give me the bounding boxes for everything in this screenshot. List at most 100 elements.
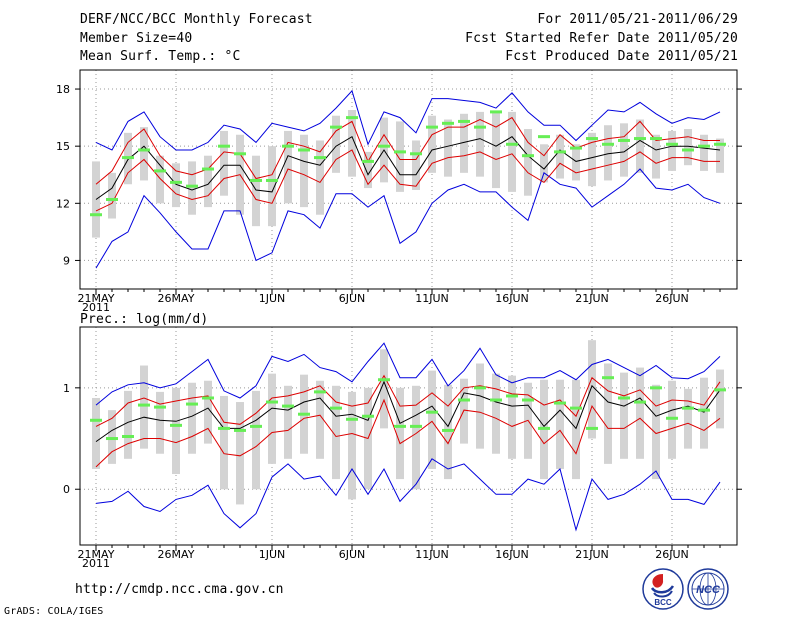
median-mark	[106, 197, 118, 201]
ensemble-box	[572, 379, 580, 480]
median-mark	[314, 156, 326, 160]
ensemble-box	[684, 388, 692, 449]
median-mark	[682, 406, 694, 410]
x-tick-label: 2011	[82, 557, 110, 570]
median-mark	[90, 418, 102, 422]
ensemble-box	[412, 385, 420, 490]
ensemble-box	[268, 146, 276, 227]
ensemble-box	[140, 365, 148, 449]
median-mark	[634, 137, 646, 141]
grads-credit: GrADS: COLA/IGES	[4, 606, 104, 617]
median-mark	[554, 401, 566, 405]
median-mark	[522, 154, 534, 158]
median-mark	[234, 428, 246, 432]
median-mark	[330, 125, 342, 129]
chart-title-line3: Mean Surf. Temp.: °C	[80, 49, 241, 64]
median-mark	[570, 146, 582, 150]
median-mark	[298, 412, 310, 416]
ensemble-box	[572, 144, 580, 181]
ensemble-box	[156, 155, 164, 204]
ensemble-box	[108, 172, 116, 219]
x-tick-label: 11JUN	[415, 292, 449, 305]
median-mark	[650, 137, 662, 141]
median-mark	[170, 180, 182, 184]
median-mark	[346, 417, 358, 421]
ncc-logo: NCC	[687, 568, 729, 610]
median-mark	[282, 404, 294, 408]
ensemble-box	[220, 130, 228, 196]
median-mark	[186, 402, 198, 406]
ensemble-box	[716, 369, 724, 429]
median-mark	[426, 410, 438, 414]
ensemble-box	[332, 115, 340, 173]
ensemble-box	[220, 395, 228, 490]
median-mark	[554, 150, 566, 154]
median-mark	[458, 398, 470, 402]
median-mark	[394, 424, 406, 428]
series-mean-minus-std-line	[95, 149, 720, 212]
ensemble-box	[204, 380, 212, 444]
ensemble-box	[108, 410, 116, 464]
ensemble-box	[316, 140, 324, 215]
y-tick-label: 15	[56, 140, 70, 153]
median-mark	[90, 213, 102, 217]
series-mean-plus-std-line	[95, 374, 721, 427]
median-mark	[282, 144, 294, 148]
series-mean-line	[95, 380, 721, 443]
ensemble-box	[444, 384, 452, 480]
median-mark	[474, 386, 486, 390]
chart-title-line1: DERF/NCC/BCC Monthly Forecast	[80, 12, 313, 27]
median-mark	[410, 152, 422, 156]
ensemble-box	[604, 125, 612, 181]
ensemble-box	[284, 385, 292, 459]
y-tick-label: 18	[56, 83, 70, 96]
ensemble-box	[284, 130, 292, 204]
ensemble-box	[668, 380, 676, 459]
median-mark	[298, 148, 310, 152]
median-mark	[122, 435, 134, 439]
x-tick-label: 6JUN	[339, 292, 366, 305]
median-mark	[266, 400, 278, 404]
ensemble-box	[636, 367, 644, 459]
ensemble-box	[268, 373, 276, 464]
ensemble-box	[508, 111, 516, 192]
forecast-produced-date: Fcst Produced Date 2011/05/21	[505, 49, 738, 64]
ensemble-box	[524, 129, 532, 196]
ensemble-box	[188, 161, 196, 215]
median-mark	[154, 169, 166, 173]
median-mark	[506, 142, 518, 146]
ensemble-box	[156, 391, 164, 454]
median-mark	[442, 428, 454, 432]
series-min-line	[95, 168, 721, 269]
source-url[interactable]: http://cmdp.ncc.cma.gov.cn	[75, 582, 284, 597]
ensemble-box	[172, 387, 180, 475]
x-tick-label: 16JUN	[495, 292, 529, 305]
ensemble-box	[556, 134, 564, 179]
median-mark	[698, 408, 710, 412]
x-tick-label: 21JUN	[575, 292, 609, 305]
forecast-start-date: Fcst Started Refer Date 2011/05/20	[465, 31, 738, 46]
y-tick-label: 0	[63, 483, 70, 496]
x-tick-label: 1JUN	[259, 292, 286, 305]
median-mark	[330, 406, 342, 410]
ensemble-box	[92, 397, 100, 469]
median-mark	[266, 178, 278, 182]
ensemble-box	[588, 132, 596, 187]
ensemble-box	[140, 127, 148, 181]
median-mark	[618, 396, 630, 400]
median-mark	[250, 424, 262, 428]
ensemble-box	[700, 377, 708, 449]
median-mark	[650, 386, 662, 390]
ensemble-box	[396, 121, 404, 192]
y-tick-label: 1	[63, 382, 70, 395]
panel-frame	[79, 69, 738, 290]
median-mark	[682, 148, 694, 152]
median-mark	[426, 125, 438, 129]
x-tick-label: 21JUN	[575, 548, 609, 561]
median-mark	[378, 144, 390, 148]
median-mark	[186, 184, 198, 188]
median-mark	[378, 378, 390, 382]
median-mark	[458, 119, 470, 123]
ensemble-box	[252, 390, 260, 490]
